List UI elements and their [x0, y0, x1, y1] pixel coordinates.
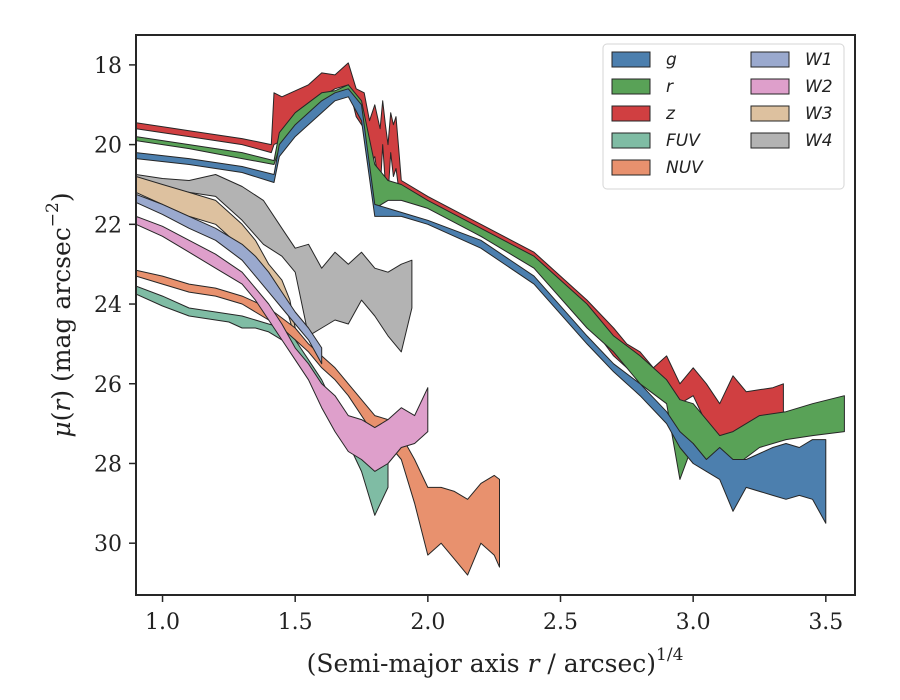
legend-swatch — [611, 132, 651, 149]
y-tick-label: 24 — [94, 293, 122, 318]
legend-label: W2 — [805, 77, 833, 97]
x-tick-label: 3.5 — [808, 610, 843, 635]
band-g — [136, 88, 827, 524]
y-tick-label: 22 — [94, 213, 122, 238]
legend-label: W1 — [805, 50, 833, 70]
legend-swatch — [611, 51, 651, 68]
band-w2 — [136, 215, 429, 472]
band-fuv — [136, 285, 389, 516]
x-axis-ticks: 1.0 1.5 2.0 2.5 3.0 3.5 — [145, 595, 843, 635]
legend-swatch — [750, 105, 790, 122]
x-tick-label: 1.5 — [278, 610, 313, 635]
series-bands — [136, 62, 845, 576]
legend-label: W4 — [805, 131, 833, 151]
legend-label: z — [665, 104, 676, 124]
legend-swatch — [611, 105, 651, 122]
legend-label: FUV — [666, 131, 701, 151]
y-tick-label: 26 — [94, 373, 122, 398]
legend-swatch — [750, 132, 790, 149]
legend-swatch — [611, 159, 651, 176]
y-tick-label: 28 — [94, 452, 122, 477]
y-axis-ticks: 18 20 22 24 26 28 30 — [94, 54, 136, 557]
band-w4 — [136, 174, 413, 353]
legend-label: W3 — [805, 104, 833, 124]
legend-swatch — [750, 78, 790, 95]
y-tick-label: 20 — [94, 134, 122, 159]
legend-label: NUV — [666, 158, 704, 178]
legend-swatch — [611, 78, 651, 95]
plot-frame — [135, 34, 856, 596]
legend-label: g — [666, 50, 677, 70]
legend: grz FUV NUV W1 W2 W3 W4 — [602, 43, 845, 190]
y-tick-label: 30 — [94, 532, 122, 557]
x-tick-label: 1.0 — [145, 610, 180, 635]
x-tick-label: 3.0 — [676, 610, 711, 635]
legend-label: r — [666, 77, 674, 97]
x-tick-label: 2.0 — [410, 610, 445, 635]
y-axis-title: μ(r) (mag arcsec−2) — [43, 192, 76, 437]
band-w1 — [136, 193, 323, 365]
legend-swatch — [750, 51, 790, 68]
x-tick-label: 2.5 — [543, 610, 578, 635]
x-axis-title: (Semi-major axis r / arcsec)1/4 — [307, 645, 684, 678]
y-tick-label: 18 — [94, 54, 122, 79]
